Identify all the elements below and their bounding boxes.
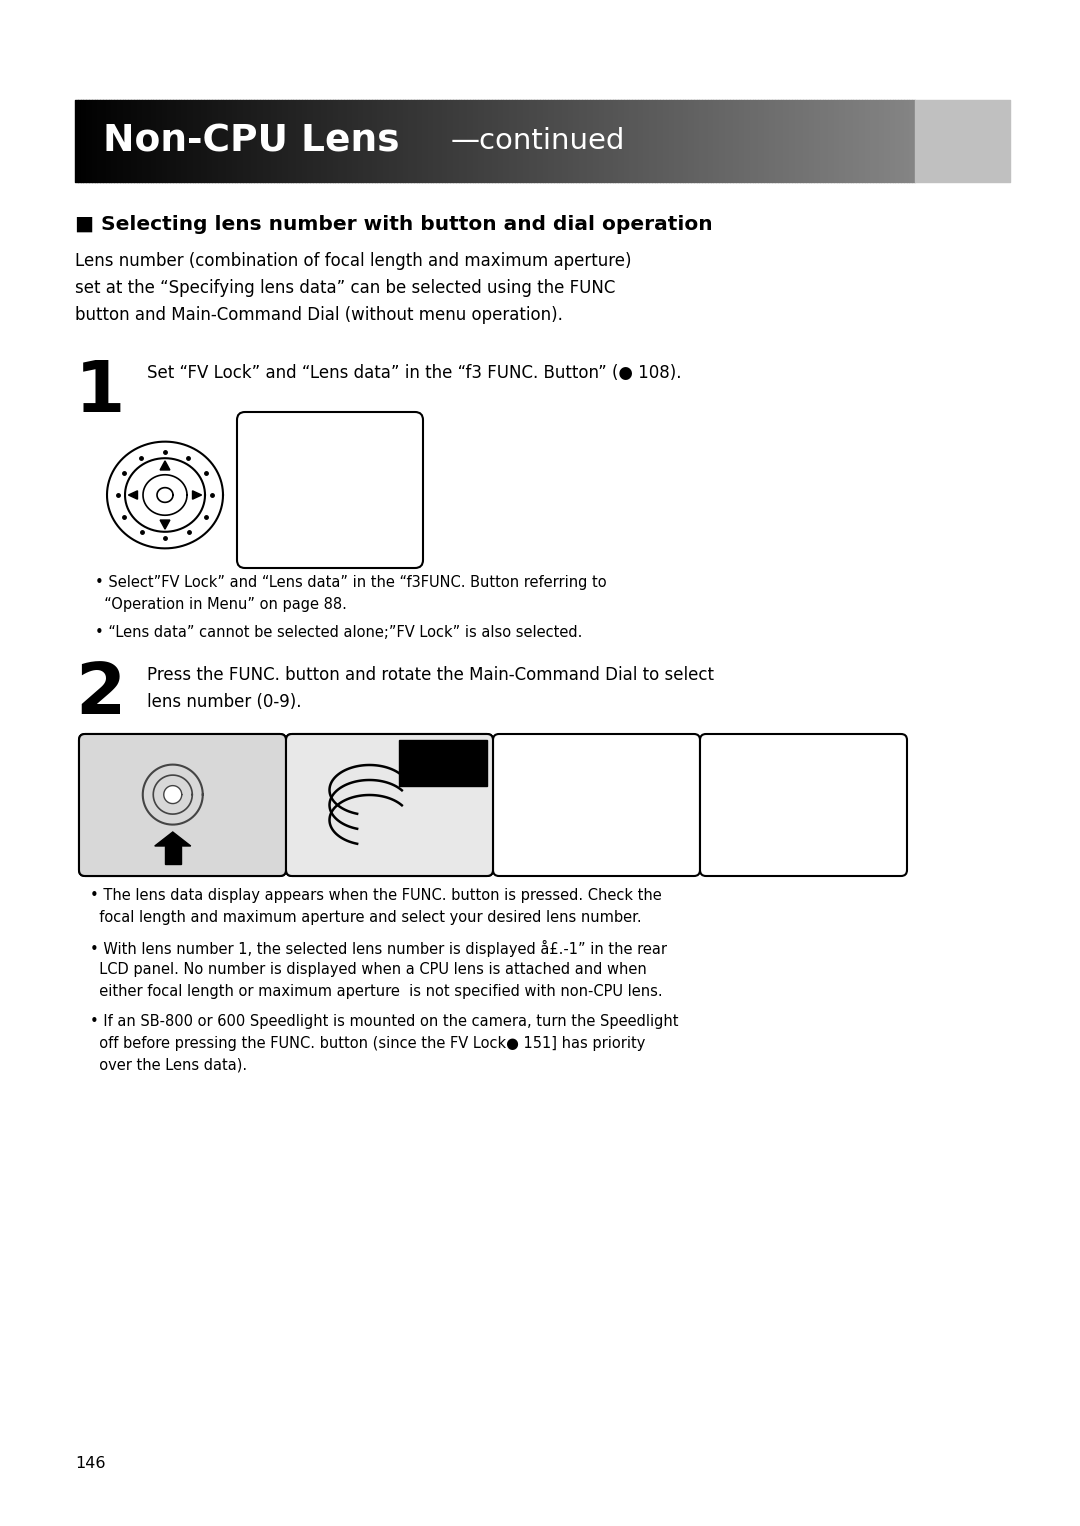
Text: button and Main-Command Dial (without menu operation).: button and Main-Command Dial (without me… (75, 307, 563, 324)
Text: Set “FV Lock” and “Lens data” in the “f3 FUNC. Button” (● 108).: Set “FV Lock” and “Lens data” in the “f3… (147, 365, 681, 382)
Text: • The lens data display appears when the FUNC. button is pressed. Check the: • The lens data display appears when the… (90, 888, 662, 903)
Polygon shape (129, 491, 137, 499)
Text: • If an SB-800 or 600 Speedlight is mounted on the camera, turn the Speedlight: • If an SB-800 or 600 Speedlight is moun… (90, 1013, 678, 1029)
Text: 146: 146 (75, 1456, 106, 1471)
Text: “Operation in Menu” on page 88.: “Operation in Menu” on page 88. (95, 597, 347, 612)
FancyBboxPatch shape (79, 734, 286, 876)
Text: • Select”FV Lock” and “Lens data” in the “f3FUNC. Button referring to: • Select”FV Lock” and “Lens data” in the… (95, 575, 607, 591)
FancyBboxPatch shape (286, 734, 492, 876)
Text: set at the “Specifying lens data” can be selected using the FUNC: set at the “Specifying lens data” can be… (75, 279, 616, 298)
Polygon shape (160, 461, 170, 470)
Text: off before pressing the FUNC. button (since the FV Lock● 151] has priority: off before pressing the FUNC. button (si… (90, 1036, 646, 1051)
Text: Non-CPU Lens: Non-CPU Lens (103, 124, 400, 159)
Text: 2: 2 (75, 661, 125, 729)
Text: ■ Selecting lens number with button and dial operation: ■ Selecting lens number with button and … (75, 215, 713, 233)
Text: either focal length or maximum aperture  is not specified with non-CPU lens.: either focal length or maximum aperture … (90, 984, 663, 1000)
Text: • “Lens data” cannot be selected alone;”FV Lock” is also selected.: • “Lens data” cannot be selected alone;”… (95, 626, 582, 639)
Text: 1: 1 (75, 359, 125, 427)
FancyBboxPatch shape (492, 734, 700, 876)
FancyBboxPatch shape (286, 734, 492, 876)
Text: lens number (0-9).: lens number (0-9). (147, 693, 301, 711)
Text: over the Lens data).: over the Lens data). (90, 1058, 247, 1073)
FancyBboxPatch shape (79, 734, 286, 876)
Text: LCD panel. No number is displayed when a CPU lens is attached and when: LCD panel. No number is displayed when a… (90, 961, 647, 977)
Text: focal length and maximum aperture and select your desired lens number.: focal length and maximum aperture and se… (90, 909, 642, 925)
Polygon shape (164, 786, 181, 803)
FancyBboxPatch shape (700, 734, 907, 876)
Polygon shape (154, 832, 191, 845)
Polygon shape (160, 520, 170, 530)
Polygon shape (165, 845, 180, 864)
Text: Press the FUNC. button and rotate the Main-Command Dial to select: Press the FUNC. button and rotate the Ma… (147, 665, 714, 684)
Polygon shape (400, 740, 487, 786)
FancyBboxPatch shape (237, 412, 423, 568)
Text: • With lens number 1, the selected lens number is displayed å£.-1” in the rear: • With lens number 1, the selected lens … (90, 940, 667, 957)
Text: Lens number (combination of focal length and maximum aperture): Lens number (combination of focal length… (75, 252, 632, 270)
Polygon shape (192, 491, 202, 499)
Text: —continued: —continued (451, 127, 625, 156)
